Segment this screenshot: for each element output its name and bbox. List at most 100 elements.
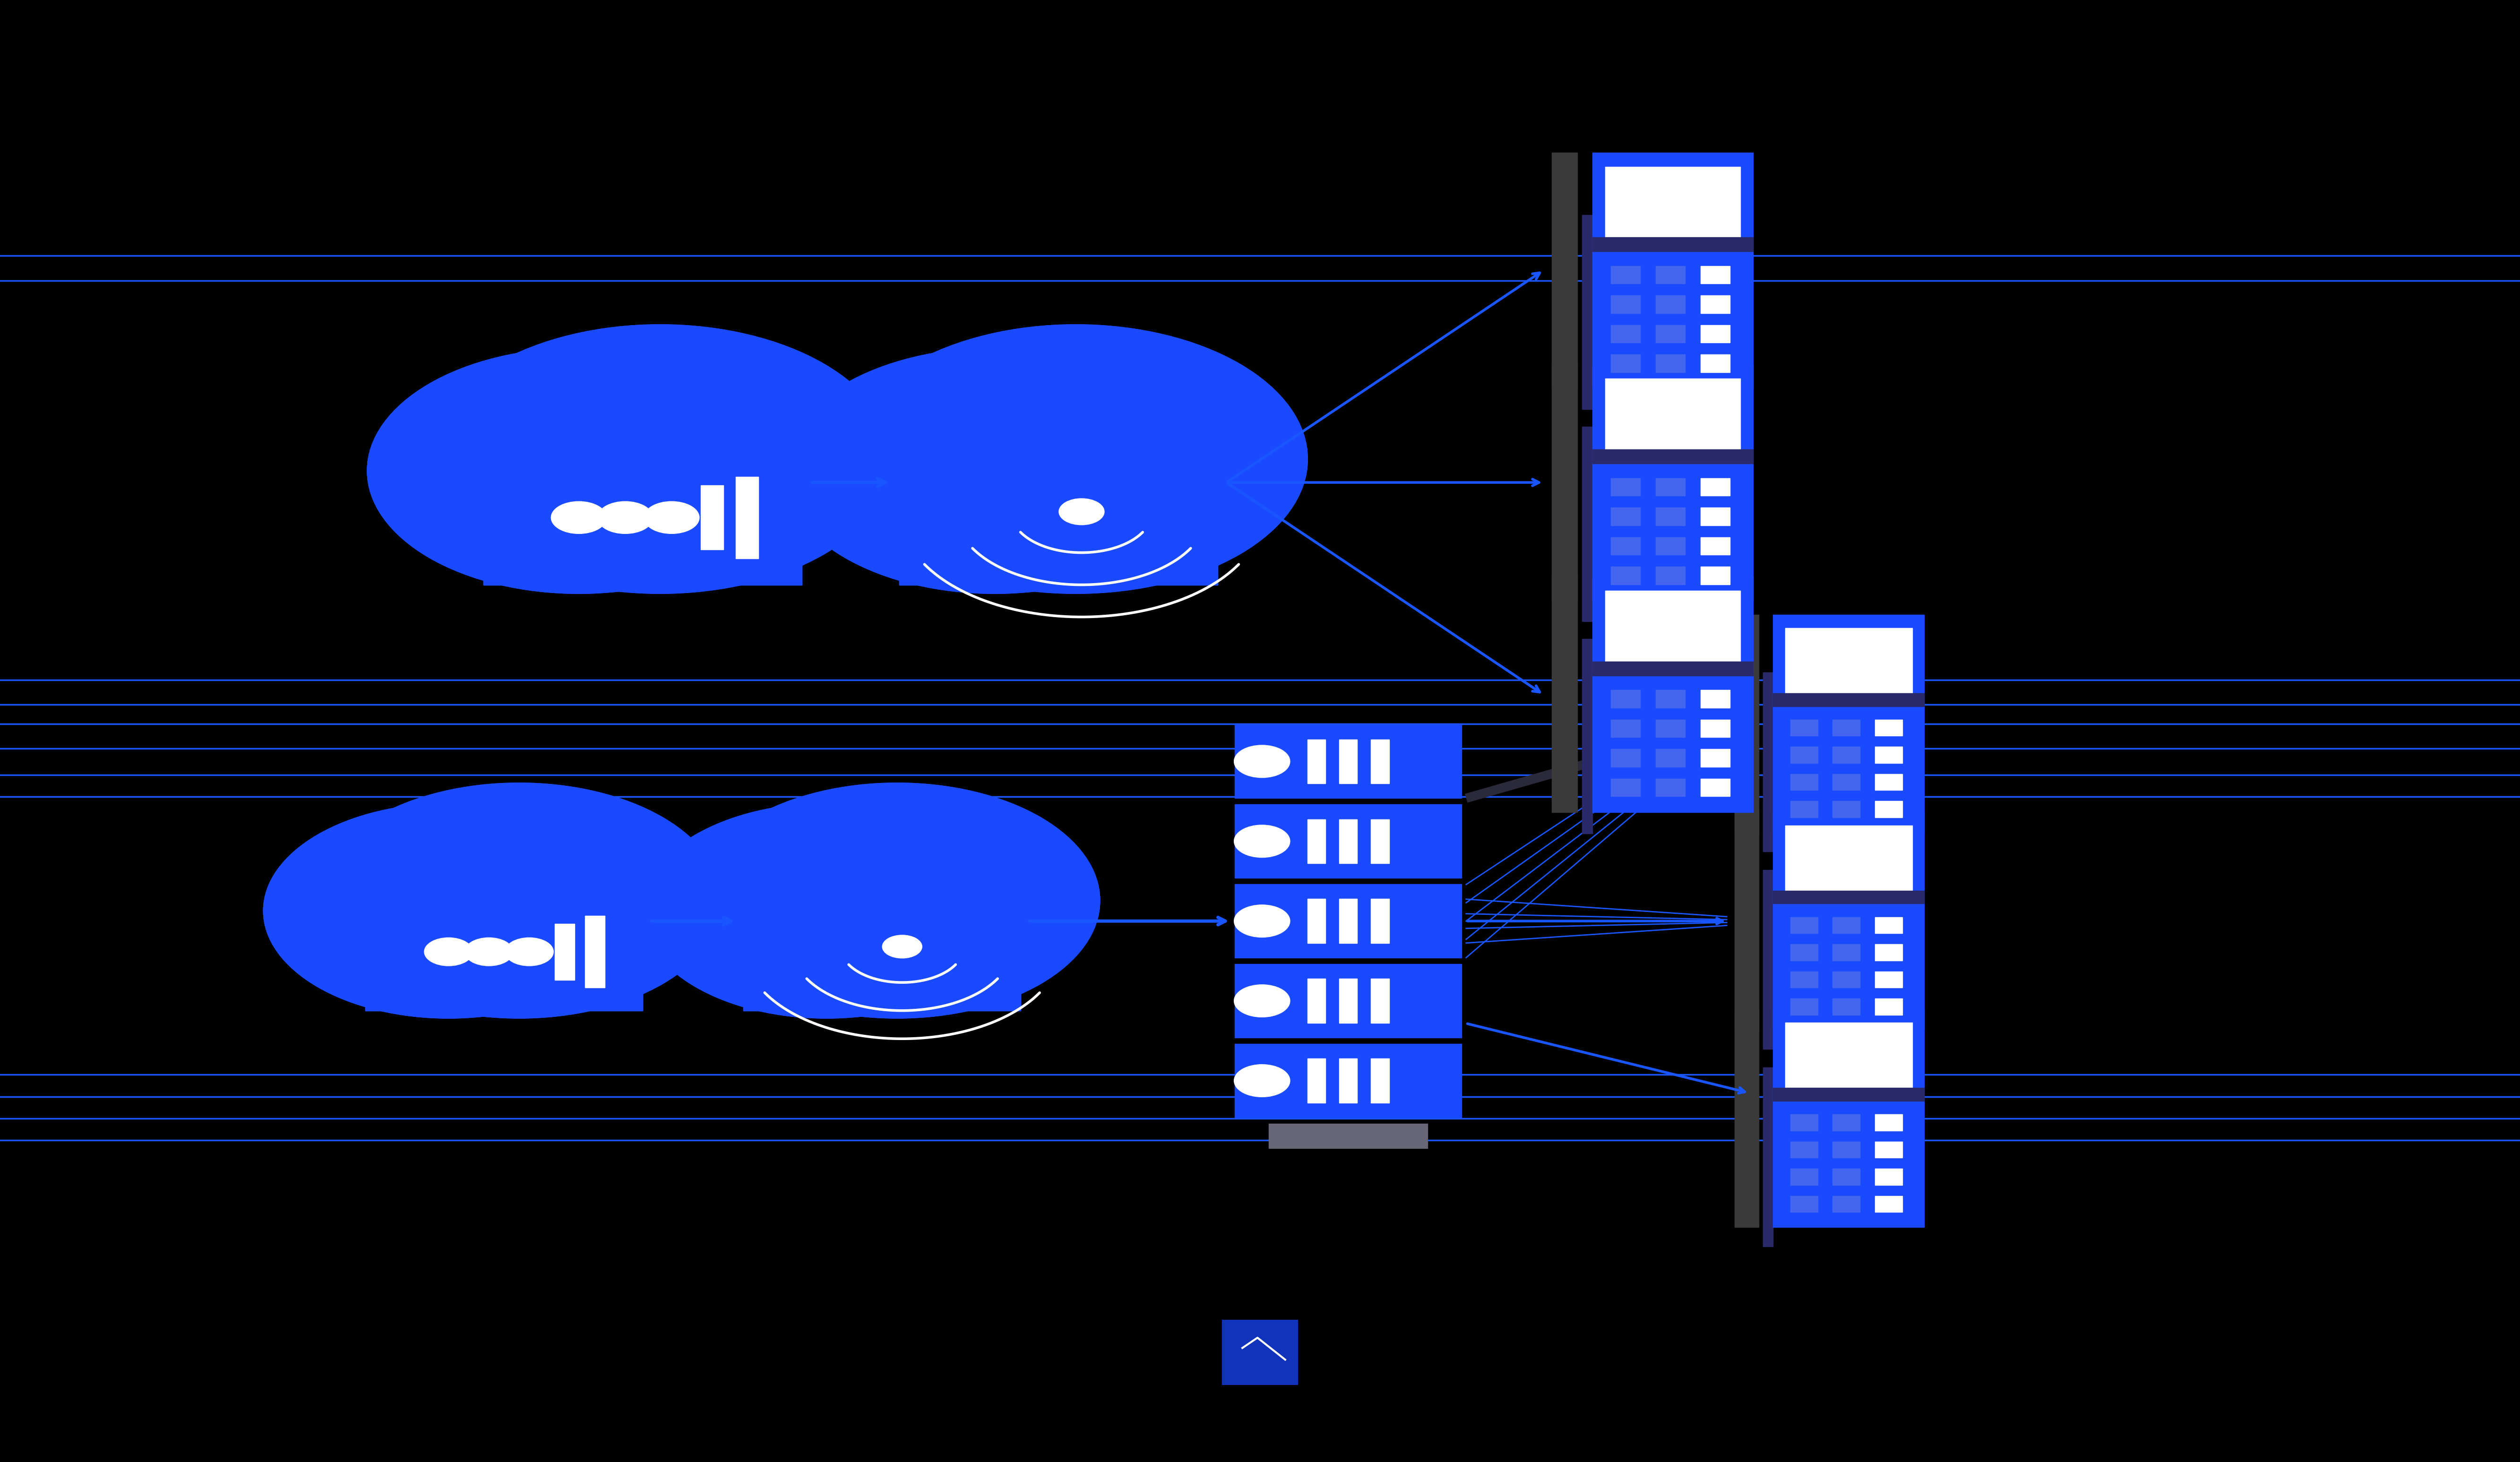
Circle shape — [882, 936, 922, 958]
Bar — [1656, 779, 1686, 797]
Bar — [1774, 813, 1925, 1029]
Bar — [1832, 917, 1860, 933]
Bar — [1308, 978, 1326, 1023]
Bar — [1774, 890, 1925, 904]
Bar — [1832, 801, 1860, 817]
Circle shape — [1235, 746, 1290, 778]
Bar — [1875, 1196, 1903, 1212]
Bar — [1875, 719, 1903, 735]
Bar — [484, 462, 801, 585]
Bar — [1875, 917, 1903, 933]
Bar — [1308, 819, 1326, 864]
Circle shape — [784, 348, 1207, 594]
Circle shape — [318, 784, 723, 1018]
Circle shape — [318, 784, 723, 1018]
Bar — [1701, 507, 1729, 525]
Bar — [1789, 917, 1817, 933]
Bar — [1832, 1196, 1860, 1212]
Bar — [1832, 719, 1860, 735]
Circle shape — [504, 937, 554, 966]
Circle shape — [265, 803, 635, 1018]
Bar — [1371, 978, 1389, 1023]
Bar — [1308, 740, 1326, 784]
Circle shape — [466, 849, 713, 993]
Circle shape — [423, 937, 474, 966]
Ellipse shape — [688, 863, 910, 981]
Bar — [1610, 719, 1641, 737]
Circle shape — [1058, 499, 1104, 525]
Circle shape — [844, 325, 1308, 594]
Bar — [1610, 567, 1641, 585]
Bar — [1235, 804, 1462, 879]
Bar — [1734, 1010, 1759, 1227]
Circle shape — [552, 501, 607, 534]
Bar — [365, 904, 643, 1010]
Bar — [1832, 999, 1860, 1015]
Bar — [1701, 719, 1729, 737]
Circle shape — [640, 803, 1011, 1018]
Bar — [1832, 1114, 1860, 1130]
Bar — [1371, 899, 1389, 943]
Bar — [1784, 629, 1913, 693]
Bar — [1789, 719, 1817, 735]
Bar — [1656, 719, 1686, 737]
Bar — [1832, 944, 1860, 961]
Bar — [1656, 567, 1686, 585]
Bar — [1338, 899, 1358, 943]
Circle shape — [784, 348, 1207, 594]
Bar — [900, 462, 1217, 585]
Circle shape — [1235, 825, 1290, 857]
Bar — [1784, 826, 1913, 890]
Circle shape — [645, 501, 701, 534]
Bar — [1789, 944, 1817, 961]
Bar — [1789, 1114, 1817, 1130]
Bar — [1701, 295, 1729, 313]
Bar — [1832, 773, 1860, 791]
Bar — [1338, 978, 1358, 1023]
Bar — [1605, 379, 1741, 449]
Circle shape — [696, 784, 1099, 1018]
Bar — [1605, 167, 1741, 237]
Bar — [1701, 266, 1729, 284]
Circle shape — [428, 325, 892, 594]
Bar — [1875, 773, 1903, 791]
Bar — [1235, 885, 1462, 958]
Circle shape — [428, 325, 892, 594]
Bar — [1789, 747, 1817, 763]
Circle shape — [1235, 905, 1290, 937]
Bar — [585, 915, 605, 988]
Bar — [743, 904, 1021, 1010]
Bar — [1656, 295, 1686, 313]
Bar — [1610, 295, 1641, 313]
Bar — [701, 485, 723, 550]
Bar — [1656, 507, 1686, 525]
Bar — [1610, 325, 1641, 342]
Bar — [1875, 1142, 1903, 1158]
Bar — [1610, 779, 1641, 797]
Bar — [1656, 266, 1686, 284]
Bar — [1593, 576, 1754, 813]
Ellipse shape — [837, 415, 1089, 551]
Bar — [1656, 690, 1686, 708]
Circle shape — [844, 325, 1308, 594]
Circle shape — [464, 937, 514, 966]
Ellipse shape — [310, 863, 532, 981]
Bar — [1583, 427, 1593, 621]
Bar — [1784, 1023, 1913, 1088]
Bar — [1235, 1044, 1462, 1117]
Bar — [1875, 944, 1903, 961]
Bar — [1789, 999, 1817, 1015]
Bar — [1610, 507, 1641, 525]
Bar — [1270, 1124, 1426, 1148]
Bar — [1593, 661, 1754, 675]
Bar — [1734, 813, 1759, 1029]
Bar — [1789, 1142, 1817, 1158]
Bar — [1656, 478, 1686, 496]
Bar — [743, 904, 1021, 1010]
Bar — [1338, 740, 1358, 784]
Circle shape — [368, 348, 791, 594]
Bar — [1222, 1320, 1298, 1385]
Bar — [1789, 971, 1817, 988]
Bar — [1789, 1196, 1817, 1212]
Circle shape — [696, 784, 1099, 1018]
